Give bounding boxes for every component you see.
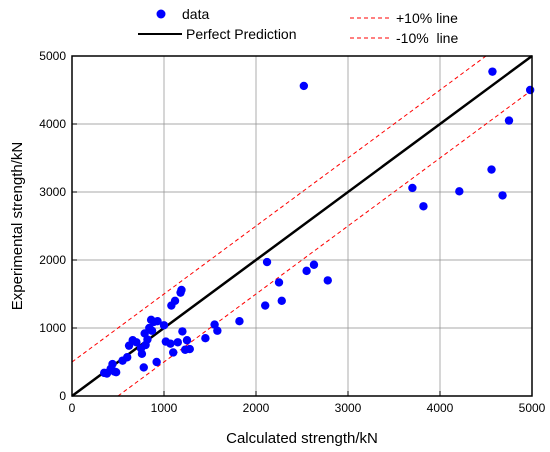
- x-tick-label: 2000: [243, 401, 270, 415]
- y-axis-title: Experimental strength/kN: [9, 142, 26, 310]
- x-tick-label: 3000: [335, 401, 362, 415]
- x-tick-label: 5000: [519, 401, 546, 415]
- data-point: [419, 202, 428, 211]
- data-point: [408, 183, 417, 193]
- y-tick-label: 2000: [39, 253, 66, 267]
- x-tick-label: 4000: [427, 401, 454, 415]
- data-point: [159, 321, 169, 330]
- data-point: [185, 344, 194, 354]
- data-point: [178, 327, 187, 336]
- data-point: [504, 116, 514, 125]
- legend-minus10-label: -10% line: [396, 30, 458, 46]
- data-point: [201, 334, 210, 343]
- data-point: [147, 326, 157, 335]
- data-point: [302, 266, 311, 276]
- data-point: [170, 296, 180, 305]
- y-tick-label: 1000: [39, 321, 66, 335]
- y-tick-label: 5000: [39, 49, 66, 63]
- legend-data-marker: [156, 9, 166, 19]
- data-point: [153, 317, 162, 326]
- x-axis-title: Calculated strength/kN: [226, 430, 378, 447]
- data-point: [274, 278, 284, 287]
- data-point: [111, 368, 121, 377]
- data-point: [455, 187, 464, 196]
- data-point: [177, 285, 186, 295]
- data-point: [261, 301, 270, 310]
- 10-line-series-line: [71, 55, 487, 363]
- data-point: [498, 191, 507, 200]
- data-point: [137, 349, 147, 359]
- data-points: [100, 67, 535, 378]
- data-point: [487, 165, 496, 174]
- data-point: [139, 363, 148, 372]
- data-point: [166, 339, 175, 348]
- y-tick-label: 0: [59, 389, 66, 403]
- data-point: [143, 335, 152, 344]
- data-point: [299, 81, 309, 91]
- data-point: [173, 338, 182, 347]
- data-point: [132, 338, 141, 347]
- 10-line-series-line: [117, 89, 533, 397]
- data-point: [525, 85, 535, 95]
- plot-frame: [71, 55, 533, 397]
- y-tick-label: 4000: [39, 117, 66, 131]
- legend-perfect-prediction-label: Perfect Prediction: [186, 26, 297, 42]
- legend-plus10-label: +10% line: [396, 10, 458, 26]
- data-point: [123, 353, 132, 362]
- data-point: [277, 296, 286, 305]
- data-point: [108, 359, 117, 369]
- data-point: [169, 348, 178, 357]
- axis-ticks: 0 1000 2000 3000 4000 5000 0 1000 2000 3000 4000 50…: [39, 49, 545, 415]
- data-point: [213, 326, 222, 335]
- x-tick-label: 0: [69, 401, 76, 415]
- x-tick-label: 1000: [151, 401, 178, 415]
- data-point: [235, 317, 244, 326]
- legend: data Perfect Prediction +10% line -10% l…: [138, 6, 458, 46]
- data-point: [309, 260, 319, 269]
- data-point: [182, 336, 192, 345]
- y-tick-label: 3000: [39, 185, 66, 199]
- data-point: [323, 276, 332, 285]
- legend-data-label: data: [182, 6, 209, 22]
- data-point: [262, 257, 272, 267]
- data-point: [152, 357, 161, 367]
- data-point: [488, 67, 497, 76]
